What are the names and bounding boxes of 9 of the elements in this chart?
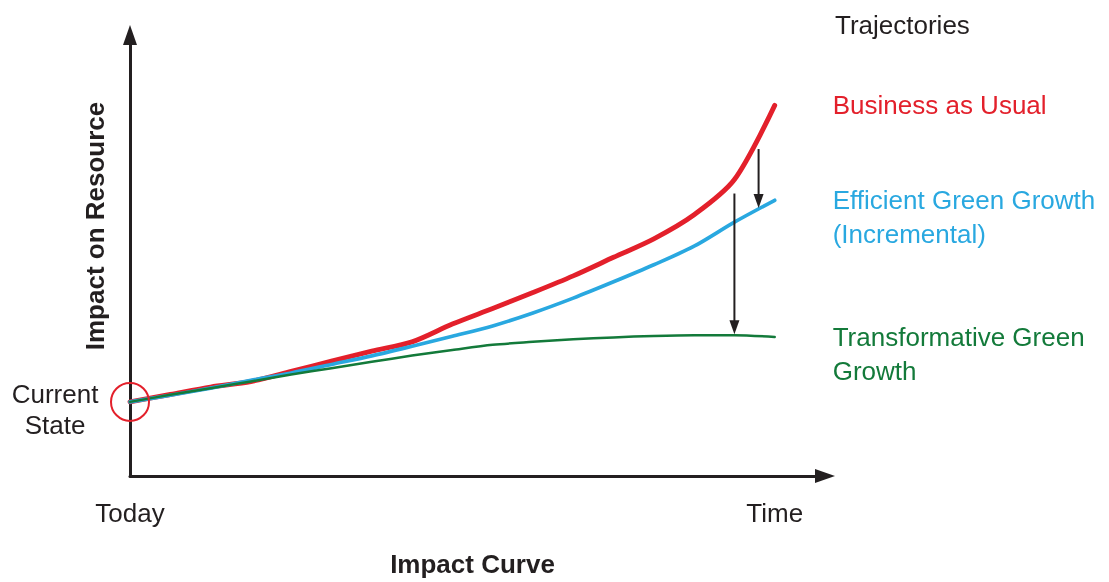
y-axis-title: Impact on Resource [80, 101, 110, 351]
x-tick-label: Today [95, 498, 165, 528]
x-axis-title: Impact Curve [390, 549, 555, 579]
x-tick-label: Time [746, 498, 804, 528]
text: Transformative Green Growth [832, 322, 1092, 387]
annotation: Current State [11, 379, 100, 441]
text: Efficient Green Growth (Incremental) [832, 185, 1103, 250]
text: Business as Usual [832, 90, 1047, 121]
legend-title: Trajectories [835, 10, 970, 40]
